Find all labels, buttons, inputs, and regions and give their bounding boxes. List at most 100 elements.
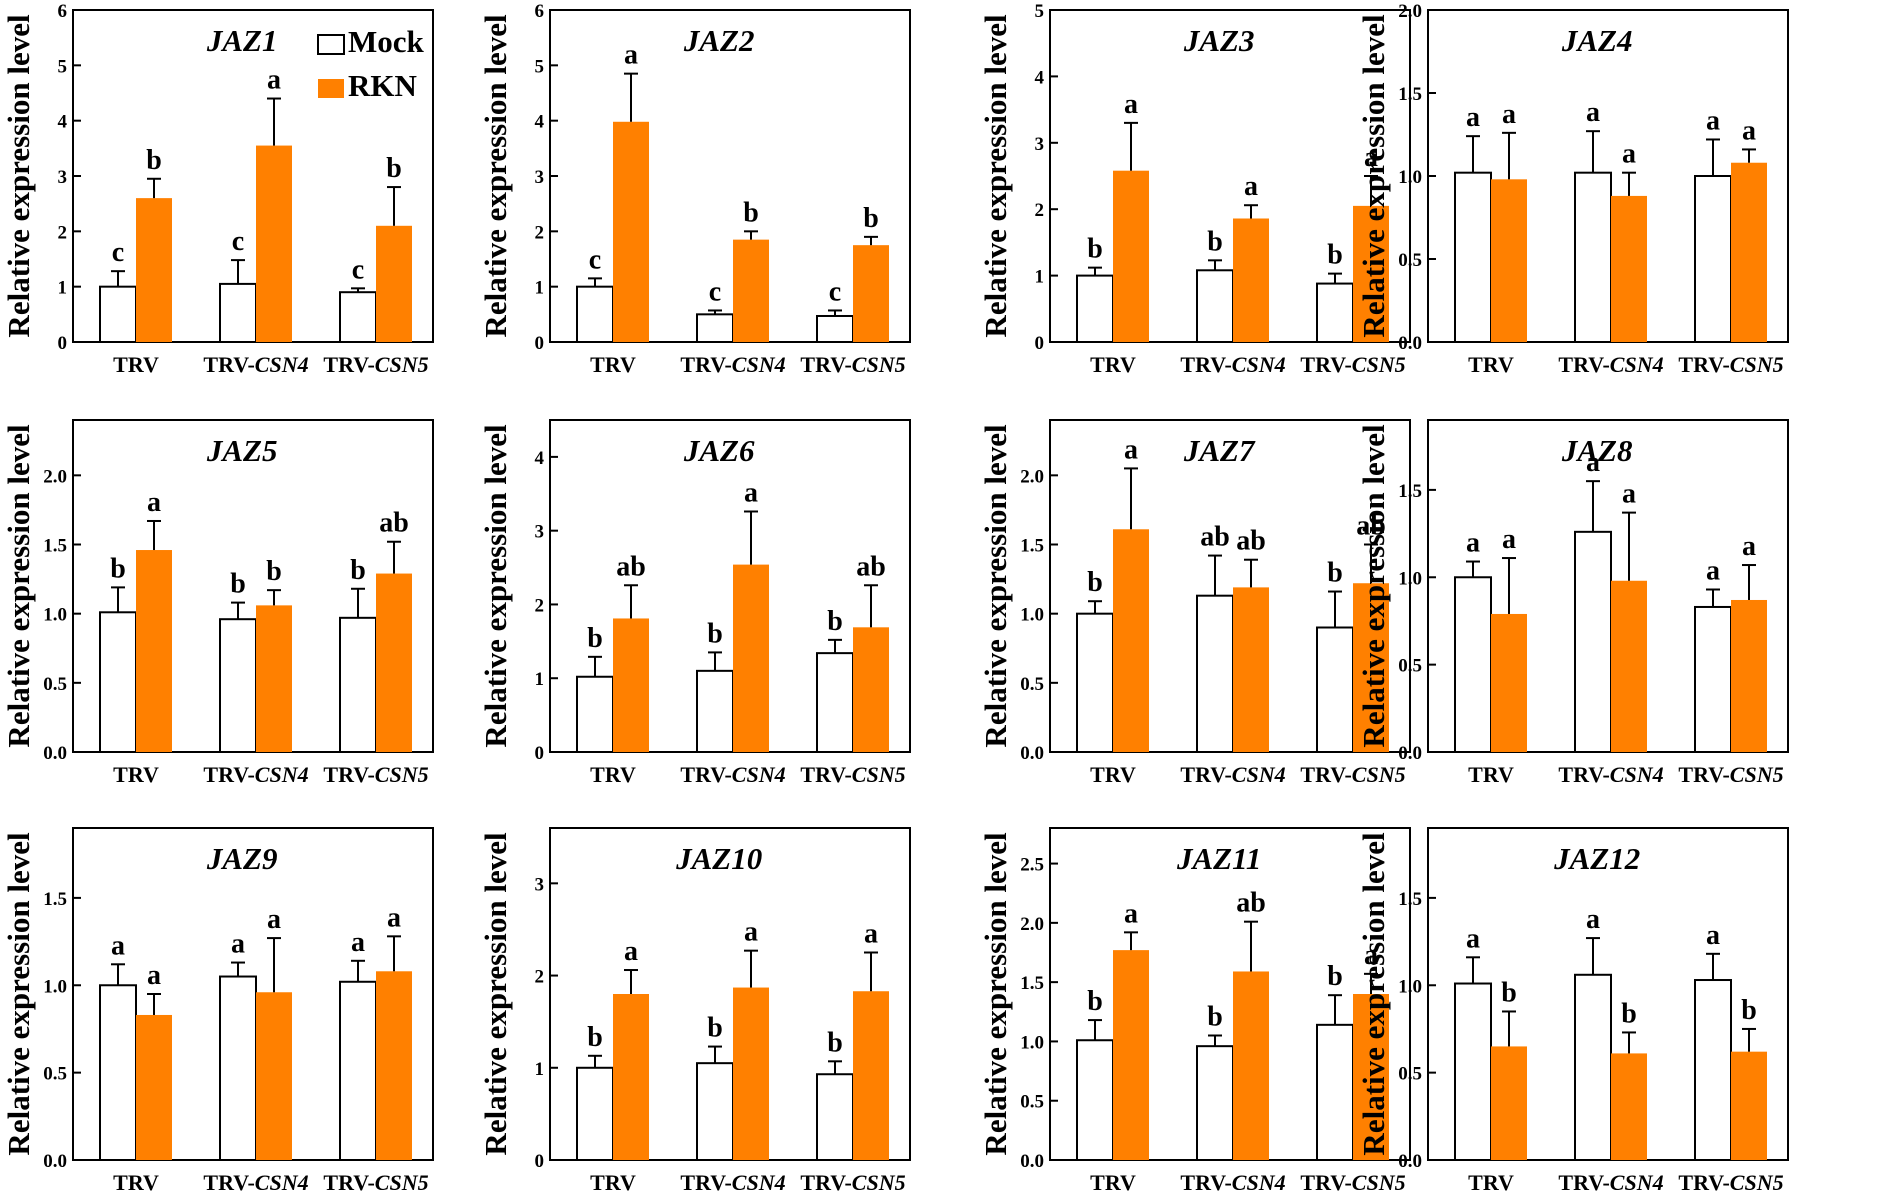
significance-label: b — [1621, 998, 1637, 1029]
category-gene: CSN4 — [732, 1170, 786, 1194]
significance-label: ab — [616, 551, 646, 582]
y-axis-label: Relative expression level — [1356, 832, 1391, 1156]
mock-bar — [576, 675, 614, 753]
significance-label: c — [589, 244, 601, 275]
category-gene: CSN5 — [852, 352, 906, 377]
y-tick-label: 0 — [58, 333, 68, 354]
y-tick-label: 2 — [535, 222, 545, 243]
significance-label: b — [1327, 961, 1343, 992]
category-prefix: TRV- — [1678, 1170, 1729, 1194]
rkn-bar — [376, 225, 412, 342]
category-gene: CSN5 — [1730, 352, 1784, 377]
y-axis-label: Relative expression level — [1, 14, 36, 338]
rkn-bar — [1731, 599, 1767, 752]
panel-title: JAZ11 — [1176, 841, 1261, 876]
y-tick-label: 5 — [1035, 1, 1045, 22]
category-prefix: TRV- — [1180, 1170, 1231, 1194]
category-gene: CSN4 — [732, 352, 786, 377]
y-tick-label: 5 — [535, 56, 545, 77]
category-prefix: TRV- — [800, 762, 851, 787]
mock-bar — [816, 1073, 854, 1161]
x-category-label: TRV-CSN4 — [1180, 352, 1285, 377]
mock-bar — [1454, 171, 1492, 343]
x-category-label: TRV-CSN5 — [323, 762, 428, 787]
significance-label: b — [1501, 977, 1517, 1008]
category-prefix: TRV- — [323, 352, 374, 377]
y-tick-label: 1 — [535, 669, 545, 690]
significance-label: b — [1087, 234, 1103, 265]
y-tick-label: 0 — [535, 1151, 545, 1172]
x-category-label: TRV-CSN4 — [1558, 352, 1663, 377]
y-tick-label: 4 — [535, 448, 545, 469]
significance-label: b — [230, 569, 246, 600]
category-gene: CSN4 — [732, 762, 786, 787]
category-prefix: TRV — [590, 762, 636, 787]
rkn-bar — [1491, 1046, 1527, 1160]
mock-bar — [339, 291, 377, 344]
rkn-bar — [1491, 179, 1527, 342]
x-category-label: TRV — [113, 352, 159, 377]
rkn-bar — [1731, 162, 1767, 342]
panel-title: JAZ4 — [1561, 23, 1633, 58]
rkn-bar — [853, 991, 889, 1160]
x-category-label: TRV-CSN4 — [203, 1170, 308, 1194]
x-category-label: TRV-CSN5 — [1678, 352, 1783, 377]
significance-label: a — [111, 930, 125, 961]
panel-title: JAZ5 — [206, 433, 278, 468]
y-tick-label: 3 — [535, 167, 545, 188]
y-tick-label: 1.5 — [43, 536, 67, 557]
rkn-bar — [136, 198, 172, 342]
category-gene: CSN4 — [1610, 1170, 1664, 1194]
panel-title: JAZ8 — [1561, 433, 1633, 468]
y-tick-label: 0.0 — [1398, 1151, 1422, 1172]
panel-jaz9: 0.0 0.5 1.0 1.5 Relative expression level JAZ… — [1, 827, 434, 1194]
x-category-label: TRV-CSN5 — [1678, 762, 1783, 787]
category-prefix: TRV — [1090, 1170, 1136, 1194]
category-gene: CSN5 — [852, 762, 906, 787]
x-category-label: TRV-CSN4 — [680, 352, 785, 377]
y-tick-label: 3 — [535, 874, 545, 895]
mock-bar — [219, 618, 257, 754]
panel-title: JAZ7 — [1183, 433, 1256, 468]
y-tick-label: 1 — [1035, 267, 1045, 288]
mock-bar — [1694, 605, 1732, 754]
mock-bar — [1076, 1039, 1114, 1161]
significance-label: a — [1586, 904, 1600, 935]
category-gene: CSN5 — [375, 762, 429, 787]
category-gene: CSN5 — [1352, 1170, 1406, 1194]
y-tick-label: 0.5 — [1020, 674, 1044, 695]
y-tick-label: 0 — [1035, 333, 1045, 354]
rkn-bar — [613, 994, 649, 1160]
rkn-bar — [1353, 994, 1389, 1160]
panel-jaz1: 0 1 2 3 4 5 6 Relative expression level JAZ1 c c c b… — [1, 1, 434, 377]
x-category-label: TRV-CSN5 — [323, 352, 428, 377]
category-gene: CSN4 — [1610, 762, 1664, 787]
significance-label: b — [1741, 995, 1757, 1026]
rkn-bar — [1113, 170, 1149, 342]
y-axis-label: Relative expression level — [478, 832, 513, 1156]
significance-label: a — [1706, 555, 1720, 586]
significance-label: b — [587, 623, 603, 654]
legend-rkn-label: RKN — [348, 68, 417, 103]
mock-bar — [696, 1062, 734, 1161]
x-category-label: TRV — [1090, 1170, 1136, 1194]
significance-label: a — [351, 927, 365, 958]
y-axis-label: Relative expression level — [1356, 14, 1391, 338]
significance-label: b — [1087, 986, 1103, 1017]
x-category-label: TRV-CSN4 — [680, 1170, 785, 1194]
significance-label: b — [1087, 567, 1103, 598]
panel-jaz11: 0.0 0.5 1.0 1.5 2.0 2.5 Relative expression le… — [978, 827, 1411, 1194]
significance-label: a — [147, 487, 161, 518]
x-category-label: TRV — [590, 1170, 636, 1194]
significance-label: ab — [1200, 522, 1230, 553]
mock-bar — [576, 1066, 614, 1162]
category-gene: CSN4 — [255, 1170, 309, 1194]
rkn-bar — [1611, 1053, 1647, 1160]
mock-bar — [339, 980, 377, 1162]
y-axis-label: Relative expression level — [978, 424, 1013, 748]
x-category-label: TRV-CSN5 — [1300, 762, 1405, 787]
x-category-label: TRV-CSN5 — [800, 352, 905, 377]
y-tick-label: 1 — [535, 1059, 545, 1080]
panel-title: JAZ2 — [683, 23, 755, 58]
panel-jaz10: 0 1 2 3 Relative expression level JAZ10 b b b a a a… — [478, 827, 911, 1194]
